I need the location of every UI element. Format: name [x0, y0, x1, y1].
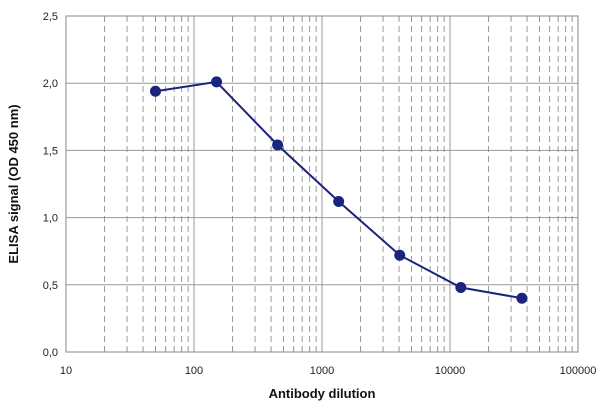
y-tick-label: 0,0	[43, 347, 58, 359]
grid-lines	[66, 16, 578, 352]
x-tick-label: 100	[185, 365, 203, 377]
x-tick-label: 10	[60, 365, 72, 377]
y-axis-label: ELISA signal (OD 450 nm)	[6, 104, 21, 263]
y-tick-label: 2,5	[43, 11, 58, 23]
data-point	[394, 249, 406, 261]
x-axis-label: Antibody dilution	[269, 386, 376, 401]
y-tick-label: 2,0	[43, 78, 58, 90]
x-tick-label: 10000	[435, 365, 466, 377]
data-point	[211, 76, 223, 88]
series-layer	[149, 76, 528, 304]
data-point	[333, 195, 345, 207]
data-point	[272, 139, 284, 151]
data-point	[516, 292, 528, 304]
data-point	[149, 85, 161, 97]
y-axis-ticks: 0,0 0,5 1,0 1,5 2,0 2,5	[43, 11, 58, 359]
series-line	[155, 80, 523, 300]
y-tick-label: 0,5	[43, 280, 58, 292]
data-point	[455, 281, 467, 293]
x-axis-ticks: 10 100 1000 10000 100000	[60, 365, 596, 377]
plot-area	[65, 15, 579, 353]
x-tick-label: 1000	[310, 365, 334, 377]
y-tick-label: 1,5	[43, 145, 58, 157]
x-tick-label: 100000	[560, 365, 597, 377]
y-tick-label: 1,0	[43, 213, 58, 225]
